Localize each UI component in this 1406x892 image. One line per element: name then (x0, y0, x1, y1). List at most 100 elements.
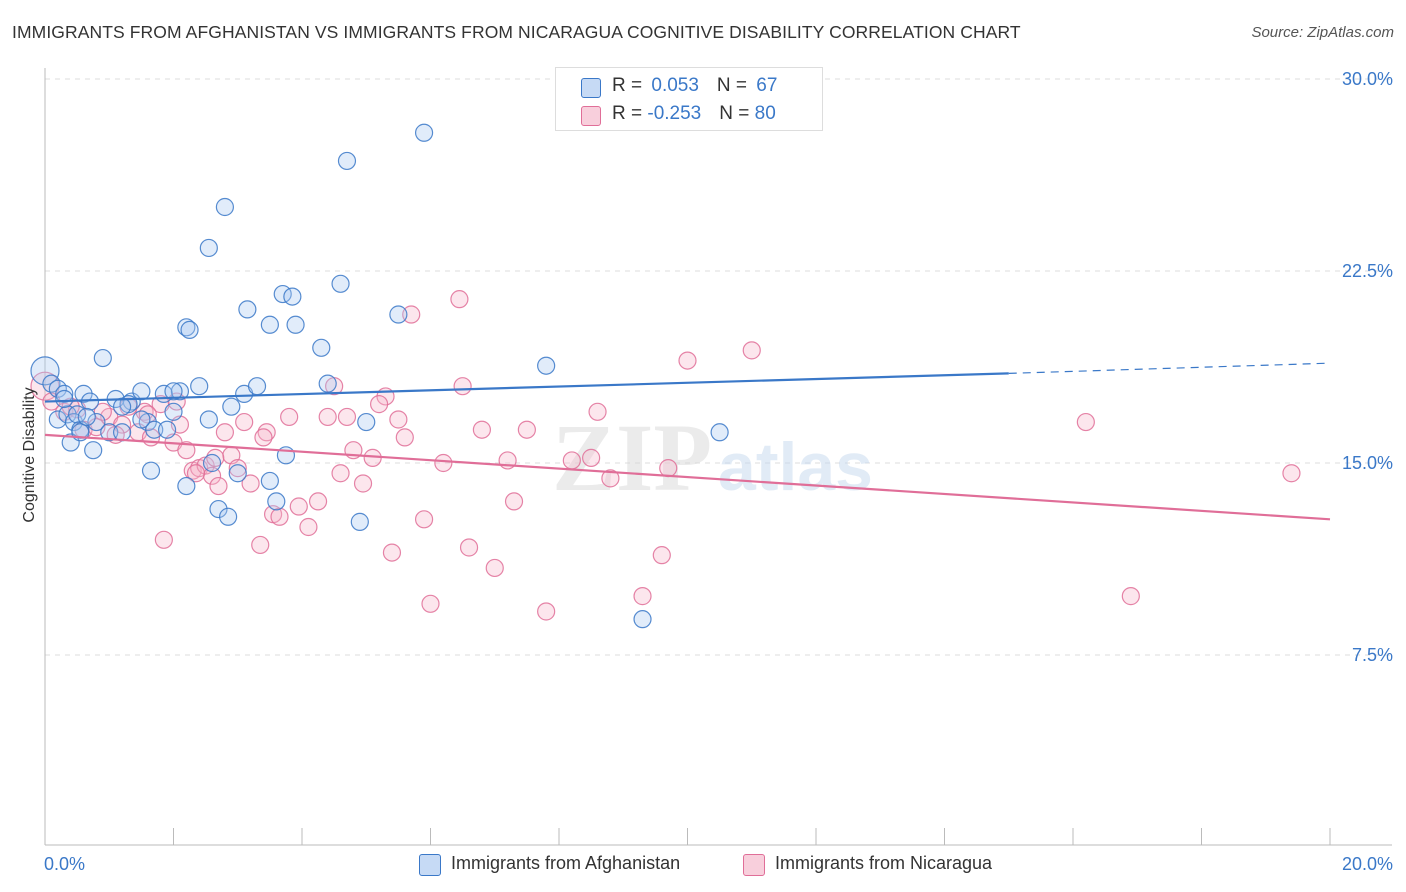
nicaragua-trend-line (44, 433, 1331, 521)
afghanistan-point (222, 397, 241, 416)
legend-label: Immigrants from Afghanistan (451, 853, 681, 873)
r-label: R = (612, 103, 648, 124)
afghanistan-point (318, 374, 337, 393)
nicaragua-point (308, 492, 328, 511)
nicaragua-point (395, 428, 414, 447)
legend-swatch-blue (581, 78, 601, 98)
afghanistan-trend-extension (1008, 362, 1331, 374)
nicaragua-point (504, 492, 524, 511)
nicaragua-point (382, 543, 402, 562)
nicaragua-point (186, 464, 206, 483)
afghanistan-point (357, 412, 376, 432)
afghanistan-point (389, 305, 408, 324)
nicaragua-point (517, 420, 536, 439)
afghanistan-point (132, 382, 151, 401)
nicaragua-point (363, 448, 382, 467)
nicaragua-point (582, 448, 601, 467)
correlation-legend: R = 0.053 N = 67 R = -0.253 N = 80 (555, 67, 823, 131)
nicaragua-point (659, 459, 678, 478)
afghanistan-point (177, 318, 196, 337)
nicaragua-point (206, 448, 225, 467)
afghanistan-point (537, 356, 556, 375)
watermark-atlas: atlas (718, 429, 873, 505)
nicaragua-point (459, 538, 479, 557)
nicaragua-point (235, 412, 254, 432)
series-legend: Immigrants from Afghanistan Immigrants f… (0, 850, 1406, 878)
nicaragua-point (299, 517, 318, 537)
afghanistan-point (283, 287, 302, 306)
nicaragua-point (537, 602, 556, 621)
nicaragua-point (652, 546, 671, 565)
afghanistan-point (157, 420, 177, 439)
afghanistan-point (132, 410, 151, 429)
legend-label: Immigrants from Nicaragua (775, 853, 993, 873)
nicaragua-point (318, 407, 337, 427)
r-value: 0.053 (651, 75, 699, 96)
nicaragua-point (154, 530, 173, 549)
y-tick-label: 30.0% (1342, 69, 1393, 89)
nicaragua-point (228, 459, 247, 478)
nicaragua-point (257, 423, 276, 442)
nicaragua-point (389, 410, 408, 429)
nicaragua-point (289, 497, 308, 516)
nicaragua-point (251, 535, 270, 555)
afghanistan-point (331, 274, 350, 293)
nicaragua-point (331, 464, 350, 483)
nicaragua-point (209, 476, 228, 496)
trend-lines (44, 362, 1331, 521)
y-tick-label: 22.5% (1342, 261, 1393, 281)
afghanistan-trend-line (44, 372, 1009, 403)
afghanistan-point (228, 464, 247, 483)
nicaragua-point (588, 402, 607, 421)
afghanistan-point (93, 348, 112, 368)
series-nicaragua (30, 290, 1301, 621)
x-tick-labels: 0.0% 20.0% (44, 854, 1393, 874)
nicaragua-point (215, 423, 234, 442)
afghanistan-point (55, 389, 74, 409)
y-tick-label: 7.5% (1352, 645, 1393, 665)
chart-title: IMMIGRANTS FROM AFGHANISTAN VS IMMIGRANT… (12, 22, 1021, 42)
nicaragua-point (434, 453, 453, 473)
afghanistan-point (190, 377, 209, 396)
afghanistan-point (199, 238, 218, 258)
afghanistan-point (100, 423, 119, 442)
legend-swatch-pink (743, 854, 765, 876)
nicaragua-point (254, 428, 273, 447)
nicaragua-point (241, 474, 260, 493)
y-axis-label: Cognitive Disability (21, 387, 38, 522)
afghanistan-point (215, 197, 234, 217)
n-label: N = (719, 103, 755, 124)
axes (44, 68, 1392, 846)
nicaragua-point (472, 420, 491, 439)
afghanistan-point (112, 423, 132, 442)
r-value: -0.253 (647, 103, 702, 124)
afghanistan-point (77, 407, 96, 427)
source-label: Source: ZipAtlas.com (1251, 24, 1394, 41)
afghanistan-point (87, 412, 106, 432)
afghanistan-point (80, 392, 100, 411)
afghanistan-point (55, 384, 74, 403)
gridlines (45, 78, 1392, 656)
nicaragua-point (678, 351, 697, 370)
afghanistan-point (30, 356, 60, 386)
nicaragua-point (485, 558, 504, 578)
nicaragua-point (601, 469, 620, 488)
afghanistan-point (633, 610, 652, 629)
afghanistan-point (247, 377, 267, 396)
afghanistan-point (84, 441, 103, 460)
afghanistan-point (141, 461, 161, 480)
afghanistan-point (337, 151, 357, 171)
afghanistan-point (286, 315, 305, 334)
nicaragua-point (633, 587, 652, 606)
afghanistan-point (267, 492, 286, 511)
x-tick-label: 0.0% (44, 854, 85, 874)
r-label: R = (612, 75, 648, 96)
nicaragua-point (280, 407, 299, 427)
afghanistan-point (312, 338, 331, 357)
afghanistan-point (180, 320, 199, 339)
afghanistan-point (260, 315, 279, 334)
n-value: 67 (756, 75, 778, 96)
series-afghanistan (30, 123, 729, 629)
nicaragua-point (402, 305, 421, 324)
